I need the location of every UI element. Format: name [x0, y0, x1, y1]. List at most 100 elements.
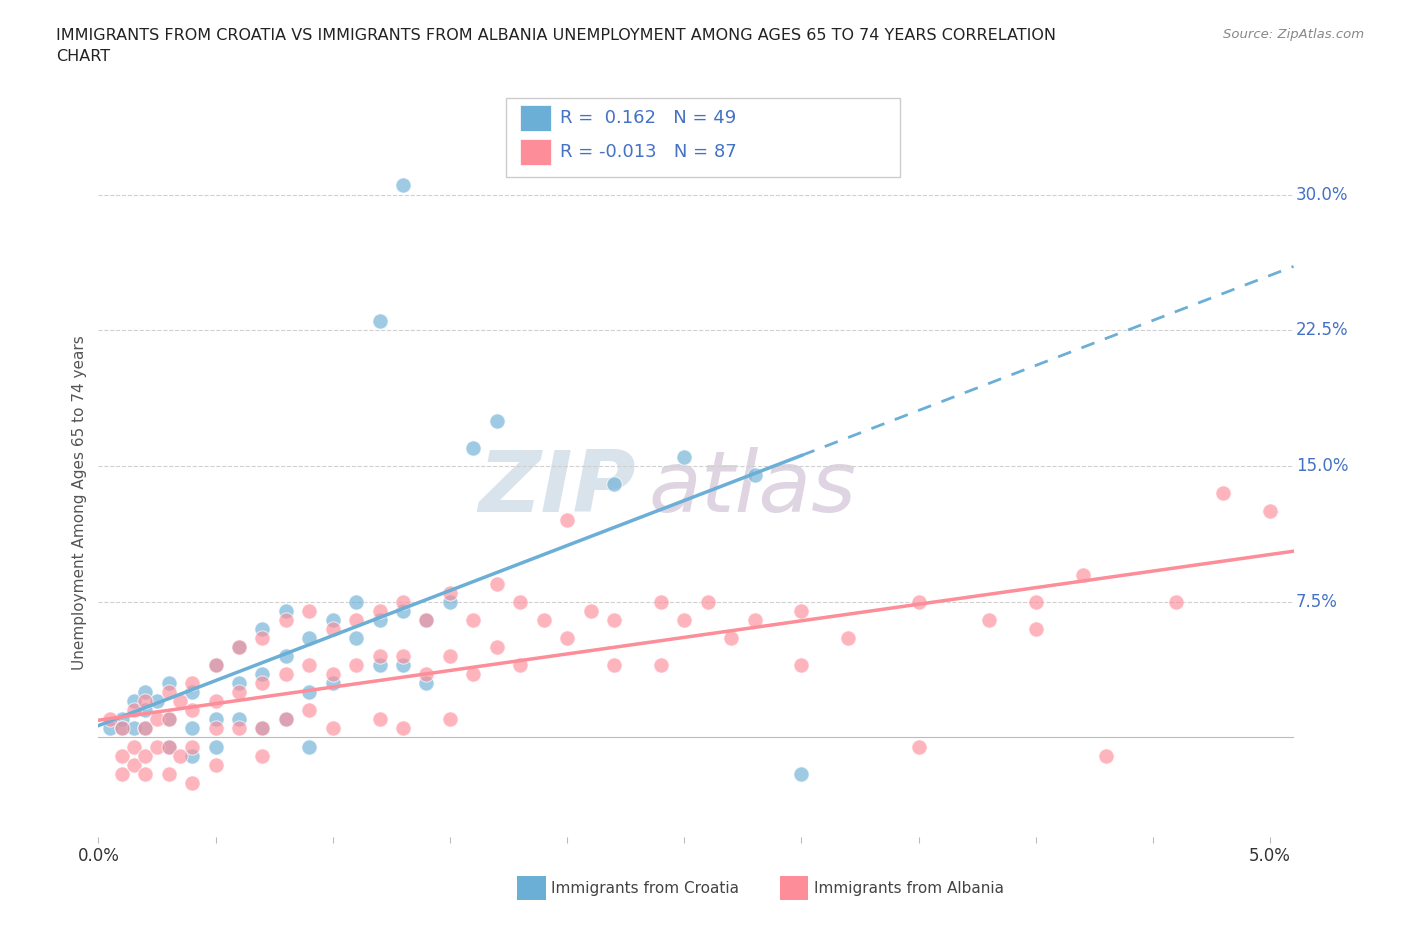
Point [392, 648, 415, 663]
Point [368, 712, 391, 727]
Point [134, 703, 156, 718]
Point [555, 631, 578, 645]
Point [157, 739, 180, 754]
Point [977, 612, 1000, 627]
Point [134, 684, 156, 699]
Point [111, 712, 134, 727]
Point [1258, 504, 1281, 519]
Point [837, 631, 859, 645]
Point [603, 477, 626, 492]
Point [509, 658, 531, 672]
Point [322, 621, 344, 636]
Point [181, 703, 204, 718]
Point [146, 712, 169, 727]
Point [392, 604, 415, 618]
Point [169, 748, 191, 763]
Point [146, 739, 169, 754]
Point [485, 413, 508, 428]
Text: 22.5%: 22.5% [1296, 321, 1348, 339]
Point [463, 667, 485, 682]
Point [344, 631, 367, 645]
Point [98, 721, 121, 736]
Point [181, 684, 204, 699]
Text: atlas: atlas [648, 447, 856, 530]
Point [204, 757, 226, 772]
Point [228, 640, 250, 655]
Y-axis label: Unemployment Among Ages 65 to 74 years: Unemployment Among Ages 65 to 74 years [72, 335, 87, 670]
Point [790, 604, 813, 618]
Point [1166, 594, 1188, 609]
Point [252, 676, 274, 691]
Point [228, 721, 250, 736]
Point [111, 766, 134, 781]
Point [533, 612, 555, 627]
Point [439, 648, 461, 663]
Point [157, 739, 180, 754]
Point [274, 604, 297, 618]
Point [463, 612, 485, 627]
Point [252, 748, 274, 763]
Point [252, 667, 274, 682]
Point [344, 594, 367, 609]
Point [298, 658, 321, 672]
Point [720, 631, 742, 645]
Point [111, 748, 134, 763]
Point [368, 658, 391, 672]
Text: 30.0%: 30.0% [1296, 186, 1348, 204]
Text: Source: ZipAtlas.com: Source: ZipAtlas.com [1223, 28, 1364, 41]
Point [368, 648, 391, 663]
Point [204, 694, 226, 709]
Point [157, 712, 180, 727]
Point [122, 703, 145, 718]
Point [744, 468, 766, 483]
Point [122, 694, 145, 709]
Point [463, 441, 485, 456]
Text: 15.0%: 15.0% [1296, 457, 1348, 475]
Point [368, 612, 391, 627]
Point [204, 721, 226, 736]
Point [204, 712, 226, 727]
Point [485, 577, 508, 591]
Point [673, 612, 696, 627]
Point [157, 712, 180, 727]
Point [181, 721, 204, 736]
Point [344, 658, 367, 672]
Point [298, 684, 321, 699]
Point [907, 739, 929, 754]
Text: ZIP: ZIP [478, 447, 636, 530]
Point [181, 776, 204, 790]
Point [228, 684, 250, 699]
Point [673, 449, 696, 464]
Point [744, 612, 766, 627]
Point [368, 313, 391, 328]
Point [509, 594, 531, 609]
Point [1025, 621, 1047, 636]
Point [298, 604, 321, 618]
Point [169, 694, 191, 709]
Point [181, 676, 204, 691]
Point [579, 604, 602, 618]
Point [392, 594, 415, 609]
Point [111, 721, 134, 736]
Point [322, 676, 344, 691]
Point [181, 748, 204, 763]
Point [274, 712, 297, 727]
Point [1025, 594, 1047, 609]
Point [122, 757, 145, 772]
Point [204, 658, 226, 672]
Point [228, 640, 250, 655]
Text: Immigrants from Croatia: Immigrants from Croatia [551, 881, 740, 896]
Point [415, 667, 437, 682]
Point [134, 766, 156, 781]
Point [485, 640, 508, 655]
Point [298, 631, 321, 645]
Point [1095, 748, 1118, 763]
Point [322, 721, 344, 736]
Point [274, 648, 297, 663]
Point [181, 739, 204, 754]
Point [1071, 567, 1094, 582]
Point [252, 721, 274, 736]
Point [439, 712, 461, 727]
Point [204, 739, 226, 754]
Point [204, 658, 226, 672]
